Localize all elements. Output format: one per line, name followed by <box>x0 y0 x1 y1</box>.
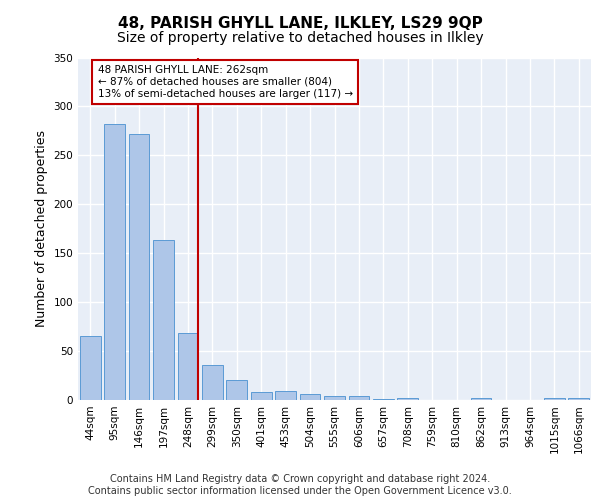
Bar <box>544 398 565 400</box>
Bar <box>104 124 125 400</box>
Text: Contains HM Land Registry data © Crown copyright and database right 2024.
Contai: Contains HM Land Registry data © Crown c… <box>88 474 512 496</box>
Bar <box>80 336 101 400</box>
Bar <box>299 394 320 400</box>
Text: Size of property relative to detached houses in Ilkley: Size of property relative to detached ho… <box>116 31 484 45</box>
Bar <box>153 240 174 400</box>
Bar <box>568 398 589 400</box>
Bar <box>202 365 223 400</box>
Bar <box>373 399 394 400</box>
Bar <box>470 398 491 400</box>
Bar <box>251 392 272 400</box>
Bar <box>324 396 345 400</box>
Bar <box>128 134 149 400</box>
Bar <box>349 396 370 400</box>
Bar <box>226 380 247 400</box>
Bar <box>275 391 296 400</box>
Text: 48 PARISH GHYLL LANE: 262sqm
← 87% of detached houses are smaller (804)
13% of s: 48 PARISH GHYLL LANE: 262sqm ← 87% of de… <box>98 66 353 98</box>
Bar <box>178 334 199 400</box>
Y-axis label: Number of detached properties: Number of detached properties <box>35 130 48 327</box>
Bar <box>397 398 418 400</box>
Text: 48, PARISH GHYLL LANE, ILKLEY, LS29 9QP: 48, PARISH GHYLL LANE, ILKLEY, LS29 9QP <box>118 16 482 31</box>
